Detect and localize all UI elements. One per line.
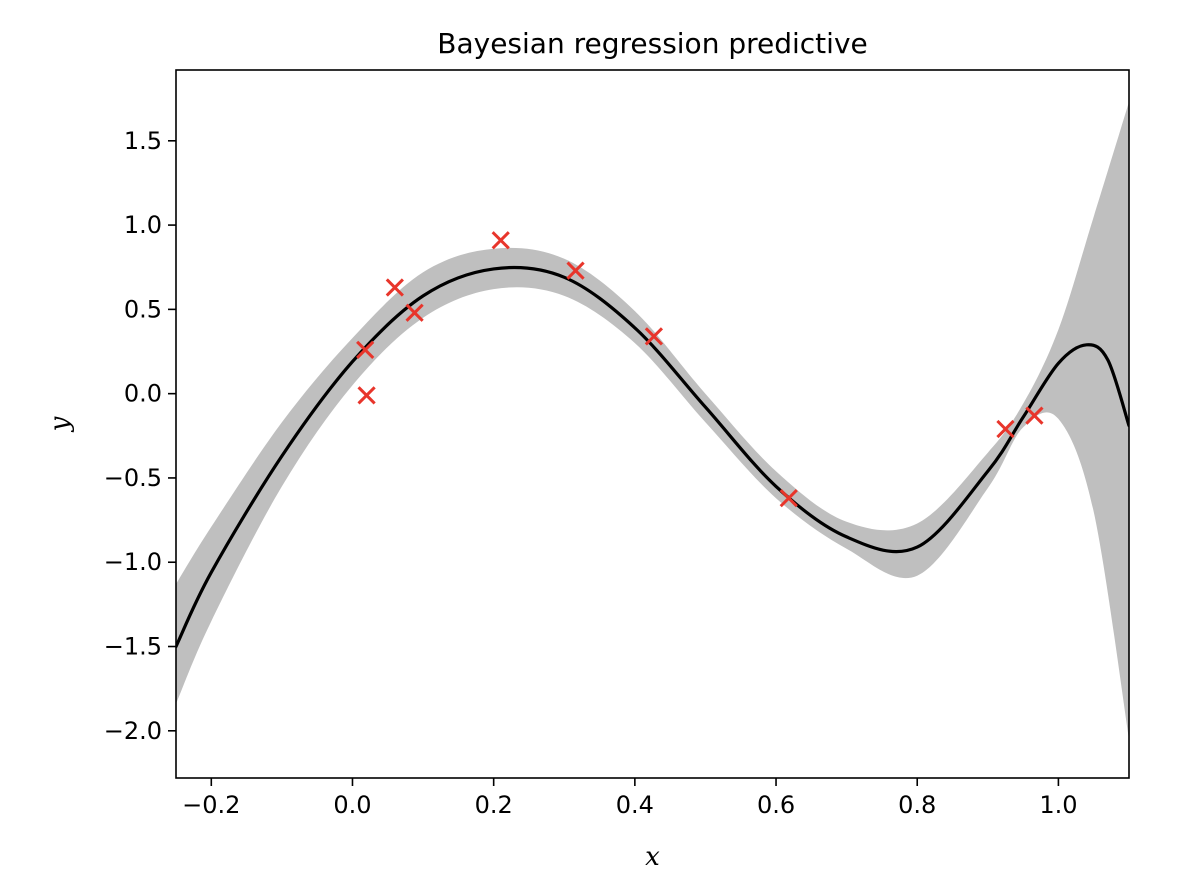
y-tick-label: −1.0 (104, 548, 162, 576)
y-tick-label: −1.5 (104, 633, 162, 661)
mean-line-layer (176, 265, 1129, 649)
observation-point (779, 489, 798, 508)
x-tick-label: −0.2 (182, 791, 240, 819)
x-axis-ticks: −0.2 0.0 0.2 0.4 0.6 0.8 1.0 (182, 778, 1077, 819)
y-tick-label: 1.0 (124, 211, 162, 239)
observation-point (566, 261, 585, 280)
observation-point (405, 303, 424, 322)
observation-layer (356, 231, 1044, 508)
x-tick-label: 0.0 (333, 791, 371, 819)
x-tick-label: 0.2 (475, 791, 513, 819)
y-tick-label: 1.5 (124, 127, 162, 155)
plot-area (175, 69, 1130, 779)
plot-background (176, 70, 1129, 778)
observation-point (356, 340, 375, 359)
observation-point (357, 386, 376, 405)
y-tick-label: 0.5 (124, 295, 162, 323)
y-axis-ticks: −2.0 −1.5 −1.0 −0.5 0.0 0.5 1.0 1.5 (104, 127, 176, 745)
y-tick-label: 0.0 (124, 380, 162, 408)
chart-title: Bayesian regression predictive (437, 27, 868, 60)
x-tick-label: 0.4 (616, 791, 654, 819)
y-axis-label: y (45, 416, 75, 432)
predictive-mean-line (176, 265, 1129, 649)
observation-point (491, 231, 510, 250)
y-tick-label: −2.0 (104, 717, 162, 745)
x-tick-label: 0.6 (757, 791, 795, 819)
y-tick-label: −0.5 (104, 464, 162, 492)
observation-point (385, 278, 404, 297)
observation-point (1025, 406, 1044, 425)
x-tick-label: 0.8 (898, 791, 936, 819)
observation-point (644, 327, 664, 346)
plot-frame (175, 69, 1130, 779)
observation-point (996, 419, 1015, 439)
x-axis-label: x (645, 842, 660, 872)
x-tick-label: 1.0 (1039, 791, 1077, 819)
